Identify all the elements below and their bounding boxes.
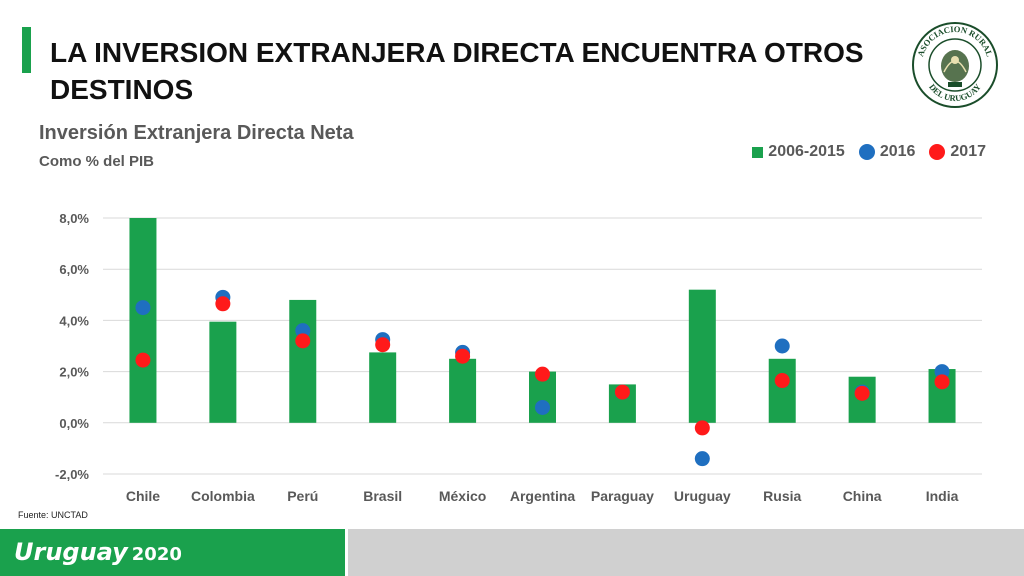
bar-perú bbox=[289, 299, 317, 423]
footer-brand: Uruguay 2020 bbox=[14, 538, 182, 566]
legend-item-bars: 2006-2015 bbox=[752, 143, 845, 161]
bar-uruguay bbox=[688, 289, 716, 423]
x-tick-label: India bbox=[926, 488, 959, 504]
dot-2017-colombia bbox=[215, 296, 231, 312]
x-tick-label: México bbox=[439, 488, 486, 504]
x-tick-label: Chile bbox=[126, 488, 160, 504]
x-tick-label: China bbox=[843, 488, 882, 504]
slide-title: LA INVERSION EXTRANJERA DIRECTA ENCUENTR… bbox=[50, 37, 864, 105]
asociacion-rural-logo: ASOCIACION RURAL DEL URUGUAY bbox=[912, 22, 998, 108]
legend-item-2016: 2016 bbox=[858, 143, 916, 161]
y-tick-label: 2,0% bbox=[59, 365, 89, 380]
dot-2017-china bbox=[854, 385, 870, 401]
dot-2017-paraguay bbox=[614, 384, 630, 400]
dot-2016-rusia bbox=[774, 338, 790, 354]
x-tick-label: Paraguay bbox=[591, 488, 654, 504]
legend-label-bars: 2006-2015 bbox=[768, 143, 845, 160]
bar-rusia bbox=[768, 358, 796, 423]
legend-swatch-bars bbox=[752, 146, 764, 158]
y-tick-label: 4,0% bbox=[59, 313, 89, 328]
dot-2017-chile bbox=[135, 352, 151, 368]
dot-2016-chile bbox=[135, 300, 151, 316]
dot-2017-brasil bbox=[375, 337, 391, 353]
legend-label-2017: 2017 bbox=[950, 143, 986, 160]
footer-gray-band bbox=[348, 529, 1024, 576]
x-tick-label: Perú bbox=[287, 488, 318, 504]
bar-méxico bbox=[449, 358, 477, 423]
bar-colombia bbox=[209, 321, 237, 423]
title-accent-bar bbox=[22, 27, 31, 73]
dot-2017-rusia bbox=[774, 373, 790, 389]
dot-2017-india bbox=[934, 374, 950, 390]
x-tick-label: Argentina bbox=[510, 488, 576, 504]
legend-swatch-2017 bbox=[929, 144, 946, 160]
dot-2017-argentina bbox=[535, 366, 550, 382]
dot-2016-argentina bbox=[535, 399, 550, 415]
legend-label-2016: 2016 bbox=[879, 143, 916, 160]
dot-2016-uruguay bbox=[694, 451, 710, 467]
y-tick-label: 8,0% bbox=[59, 211, 89, 226]
chart-title: Inversión Extranjera Directa Neta bbox=[39, 122, 354, 144]
y-tick-label: -2,0% bbox=[55, 467, 89, 482]
footer-brand-year: 2020 bbox=[131, 544, 182, 565]
footer-brand-word: Uruguay bbox=[14, 538, 128, 566]
footer-brand-band bbox=[0, 529, 345, 576]
legend-item-2017: 2017 bbox=[929, 143, 986, 161]
bar-brasil bbox=[369, 352, 397, 423]
bar-chile bbox=[129, 218, 157, 423]
dot-2017-perú bbox=[295, 333, 311, 349]
chart-subtitle: Como % del PIB bbox=[39, 153, 155, 170]
chart-legend: 2006-2015 2016 2017 bbox=[752, 143, 986, 161]
source-note: Fuente: UNCTAD bbox=[18, 510, 88, 520]
dot-2017-méxico bbox=[455, 348, 471, 364]
y-tick-label: 6,0% bbox=[59, 262, 89, 277]
y-tick-label: 0,0% bbox=[59, 416, 89, 431]
x-tick-label: Brasil bbox=[363, 488, 402, 504]
dot-2017-uruguay bbox=[694, 420, 710, 436]
x-tick-label: Rusia bbox=[763, 488, 801, 504]
x-tick-label: Uruguay bbox=[674, 488, 731, 504]
legend-swatch-2016 bbox=[858, 144, 875, 160]
x-tick-label: Colombia bbox=[191, 488, 255, 504]
